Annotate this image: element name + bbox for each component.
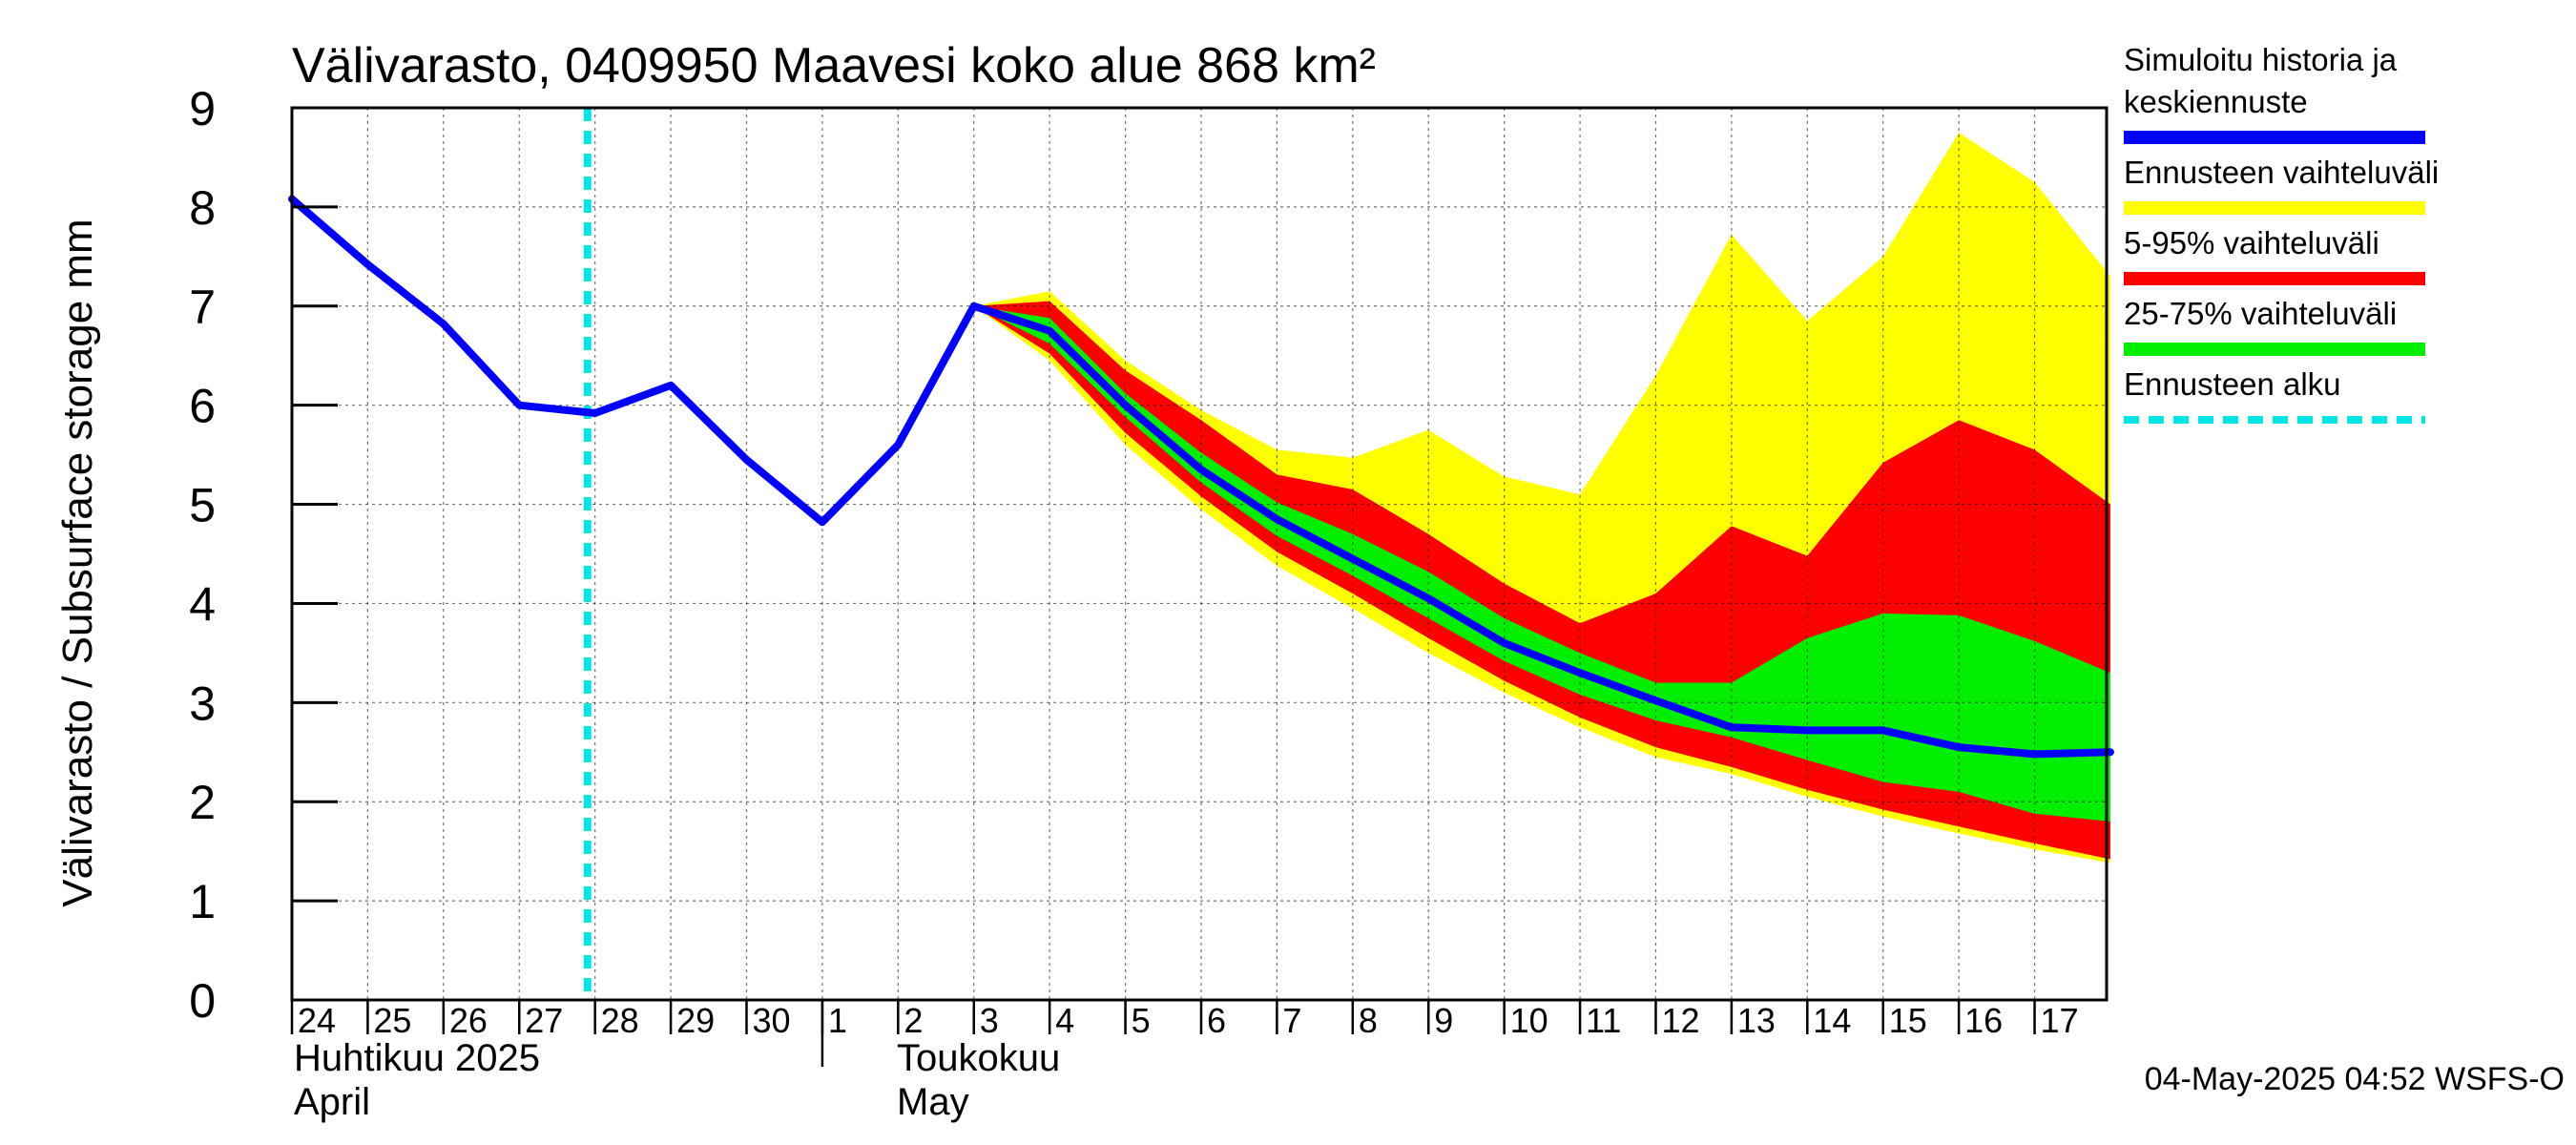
x-tick-label: 29 <box>676 1001 715 1040</box>
x-tick-label: 25 <box>373 1001 411 1040</box>
band-area-2 <box>973 305 2110 822</box>
y-tick-label: 0 <box>189 974 216 1028</box>
legend: Simuloitu historia ja keskiennuste Ennuste… <box>2124 42 2439 424</box>
timestamp-label: 04-May-2025 04:52 WSFS-O <box>2145 1061 2565 1097</box>
x-tick-label: 4 <box>1055 1001 1074 1040</box>
forecast-bands <box>973 132 2110 864</box>
x-tick-label: 26 <box>449 1001 488 1040</box>
grid-lines <box>292 108 2107 1000</box>
x-tick-label: 9 <box>1434 1001 1453 1040</box>
x-tick-label: 16 <box>1964 1001 2003 1040</box>
x-tick-label: 7 <box>1282 1001 1301 1040</box>
x-tick-label: 14 <box>1813 1001 1851 1040</box>
month-label-april-fi: Huhtikuu 2025 <box>294 1037 540 1079</box>
month-label-may-fi: Toukokuu <box>897 1037 1060 1079</box>
legend-label: Simuloitu historia ja <box>2124 42 2398 77</box>
y-tick-label: 6 <box>189 380 216 433</box>
chart-title: Välivarasto, 0409950 Maavesi koko alue 8… <box>292 38 1376 94</box>
month-label-april-en: April <box>294 1081 370 1123</box>
x-tick-label: 8 <box>1359 1001 1378 1040</box>
x-tick-label: 11 <box>1586 1001 1621 1040</box>
y-tick-label: 3 <box>189 677 216 730</box>
y-axis-label: Välivarasto / Subsurface storage mm <box>54 219 101 906</box>
x-tick-label: 17 <box>2041 1001 2079 1040</box>
x-tick-label: 28 <box>601 1001 639 1040</box>
x-tick-label: 10 <box>1510 1001 1548 1040</box>
x-tick-label: 5 <box>1132 1001 1151 1040</box>
month-label-may-en: May <box>897 1081 969 1123</box>
y-tick-label: 9 <box>189 82 216 135</box>
legend-label: Ennusteen vaihteluväli <box>2124 155 2439 190</box>
x-tick-label: 27 <box>525 1001 563 1040</box>
y-tick-label: 5 <box>189 479 216 532</box>
x-tick-label: 6 <box>1207 1001 1226 1040</box>
y-tick-label: 8 <box>189 181 216 235</box>
legend-label: 25-75% vaihteluväli <box>2124 296 2397 331</box>
legend-label: 5-95% vaihteluväli <box>2124 225 2379 260</box>
series-lines <box>288 108 2114 1000</box>
x-tick-label: 1 <box>828 1001 847 1040</box>
legend-label: Ennusteen alku <box>2124 366 2341 402</box>
y-tick-label: 7 <box>189 281 216 334</box>
x-tick-label: 24 <box>298 1001 336 1040</box>
x-tick-label: 15 <box>1889 1001 1927 1040</box>
x-tick-label: 3 <box>980 1001 999 1040</box>
y-tick-label: 4 <box>189 577 216 631</box>
x-tick-label: 30 <box>752 1001 790 1040</box>
y-tick-label: 2 <box>189 776 216 829</box>
plot-frame <box>290 106 2109 1002</box>
x-tick-label: 2 <box>904 1001 923 1040</box>
series-line-0 <box>288 195 2114 759</box>
y-tick-label: 1 <box>189 875 216 928</box>
x-tick-label: 12 <box>1661 1001 1699 1040</box>
x-tick-label: 13 <box>1737 1001 1776 1040</box>
legend-label-line2: keskiennuste <box>2124 84 2308 119</box>
axis-ticks <box>290 106 2036 1067</box>
